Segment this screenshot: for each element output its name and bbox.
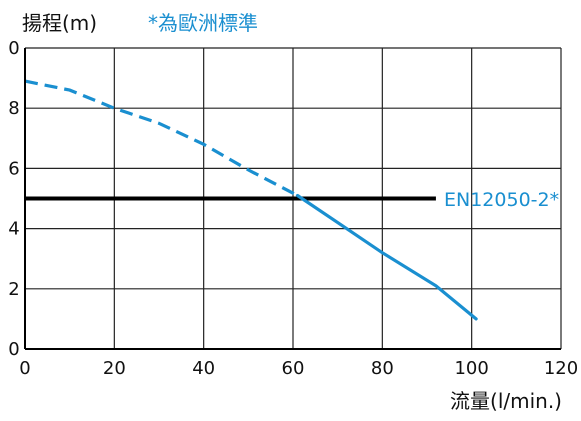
- reference-line-label: EN12050-2*: [444, 189, 559, 211]
- performance-curve-dashed: [24, 79, 299, 197]
- x-tick-label: 40: [192, 358, 215, 379]
- y-tick-label: 4: [8, 219, 19, 240]
- y-tick-label: 6: [8, 158, 19, 179]
- x-tick-label: 0: [19, 358, 30, 379]
- x-tick-label: 100: [454, 358, 488, 379]
- y-axis-label: 揚程(m): [22, 11, 97, 35]
- x-tick-label: 60: [282, 358, 305, 379]
- series-group: [24, 79, 478, 321]
- x-tick-label: 20: [103, 358, 126, 379]
- y-tick-label: 8: [8, 98, 19, 119]
- x-tick-label: 80: [371, 358, 394, 379]
- axes: [24, 48, 561, 350]
- y-tick-label: 0: [8, 38, 19, 59]
- performance-curve-solid: [295, 193, 478, 321]
- x-tick-label: 120: [544, 358, 578, 379]
- y-tick-label: 0: [8, 339, 19, 360]
- standard-note: *為歐洲標準: [148, 11, 258, 35]
- x-axis-label: 流量(l/min.): [450, 389, 562, 413]
- y-tick-label: 2: [8, 279, 19, 300]
